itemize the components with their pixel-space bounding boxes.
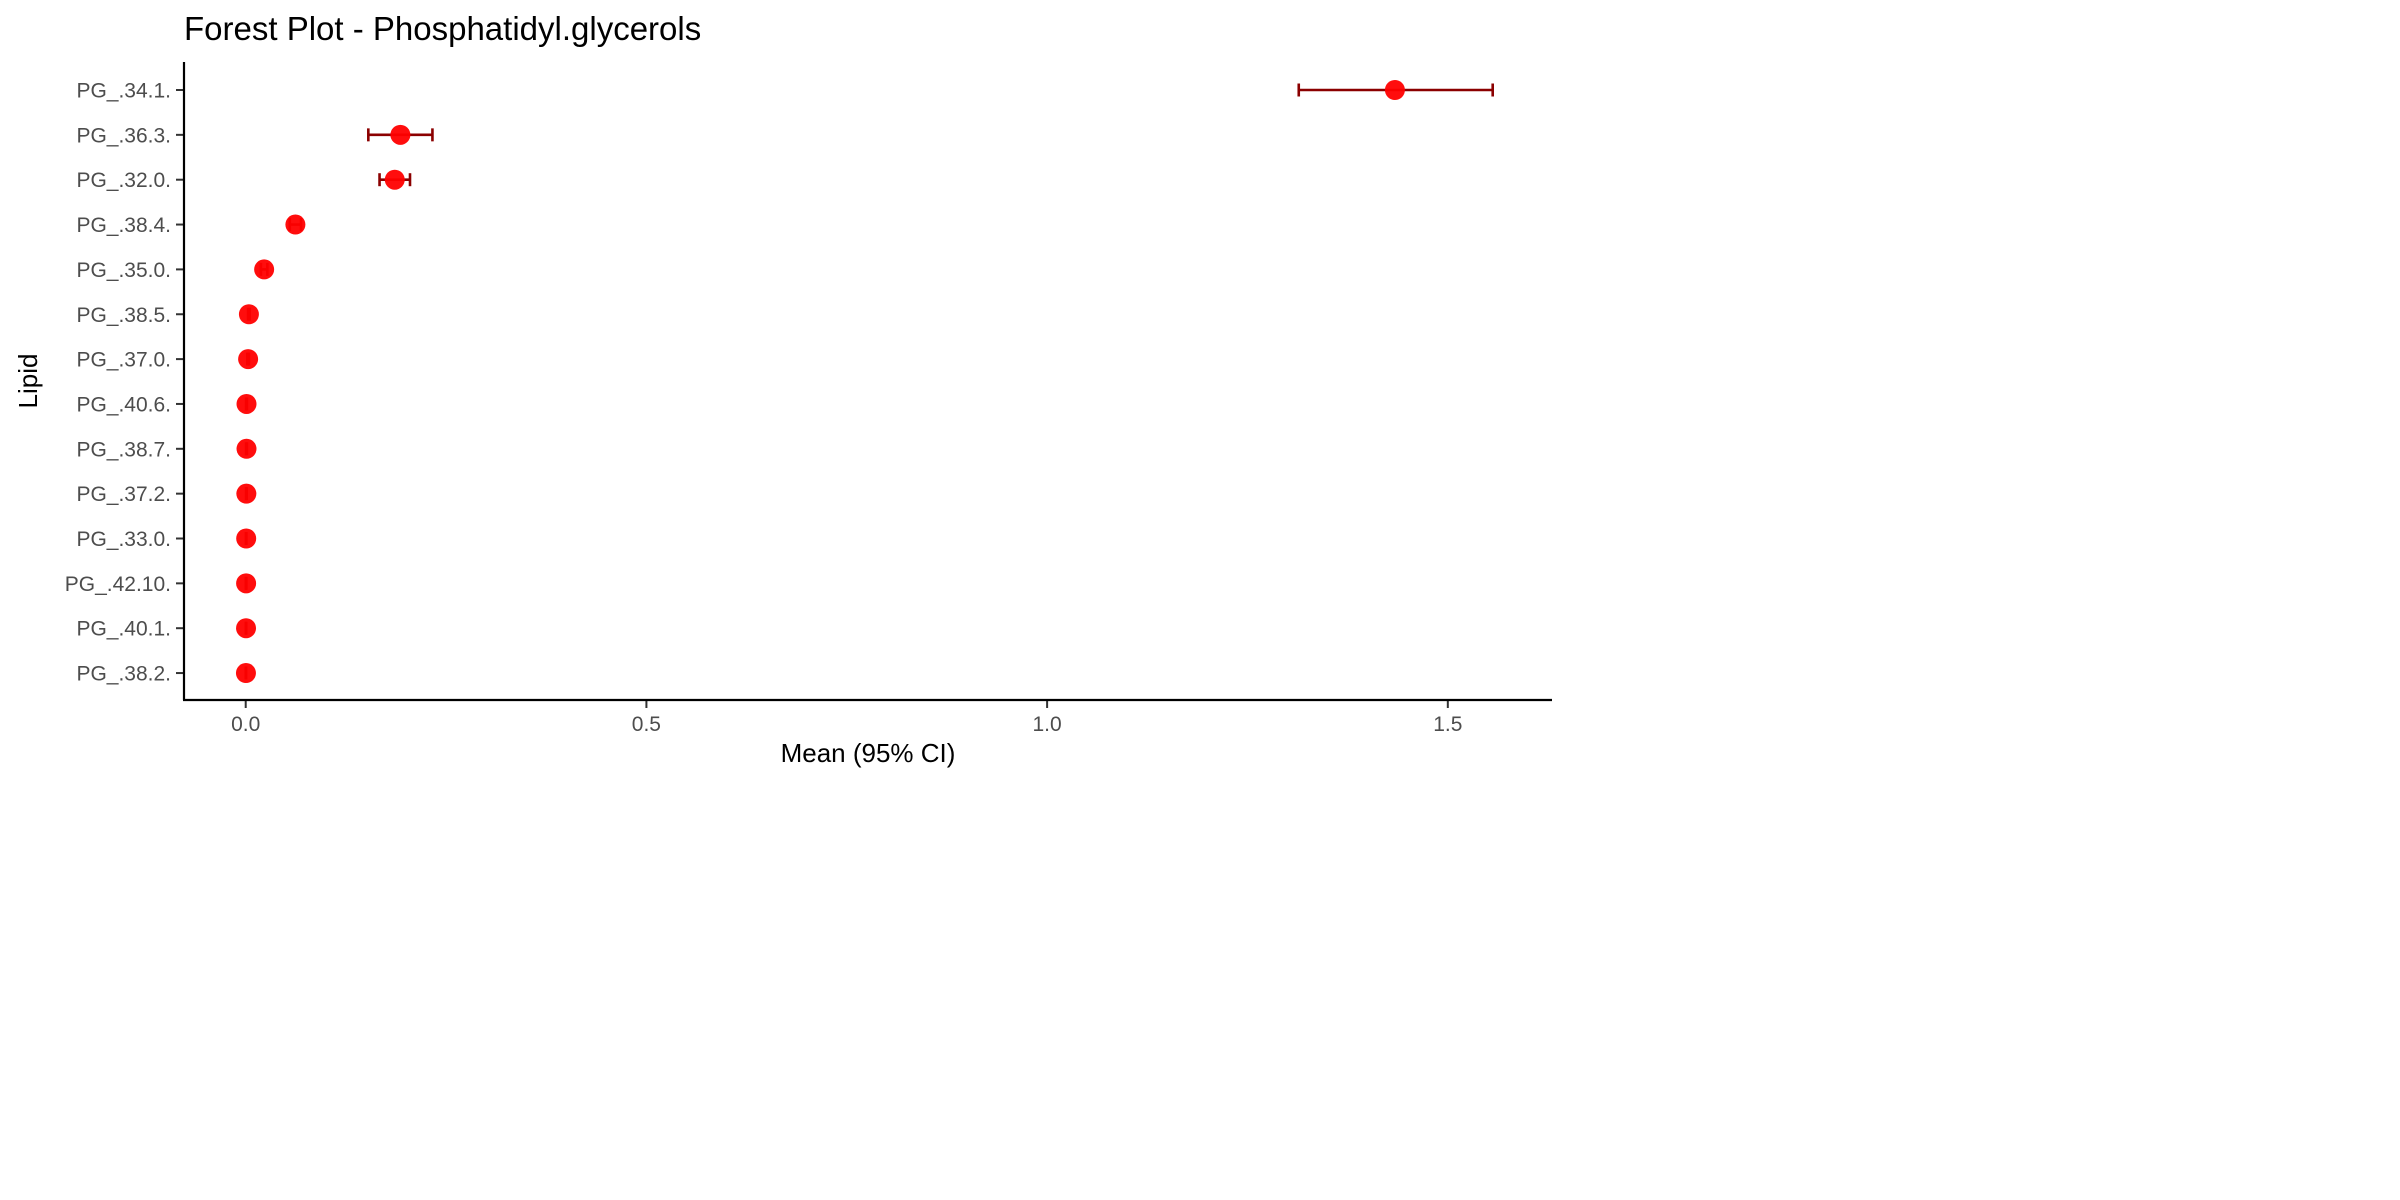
x-tick-label: 0.0 bbox=[231, 713, 260, 736]
y-tick-label: PG_.35.0. bbox=[76, 259, 171, 282]
y-axis-ticks: PG_.34.1. PG_.36.3. PG_.32.0. PG_.38.4. PG_.… bbox=[65, 80, 184, 686]
chart-background bbox=[0, 0, 1565, 782]
y-tick-label: PG_.38.2. bbox=[76, 663, 171, 686]
y-tick-label: PG_.37.0. bbox=[76, 349, 171, 372]
y-tick-label: PG_.33.0. bbox=[76, 528, 171, 551]
mean-point bbox=[238, 304, 259, 325]
mean-point bbox=[1384, 80, 1405, 100]
mean-point bbox=[384, 169, 405, 190]
x-tick-label: 1.0 bbox=[1033, 713, 1062, 736]
x-axis-ticks: 0.0 0.5 1.0 1.5 bbox=[231, 700, 1462, 736]
y-tick-label: PG_.38.5. bbox=[76, 304, 171, 327]
y-tick-label: PG_.42.10. bbox=[65, 573, 171, 596]
mean-point bbox=[236, 393, 257, 414]
mean-point bbox=[390, 124, 411, 145]
x-tick-label: 0.5 bbox=[632, 713, 661, 736]
mean-point bbox=[236, 573, 257, 594]
mean-point bbox=[285, 214, 306, 235]
y-tick-label: PG_.40.1. bbox=[76, 618, 171, 641]
y-tick-label: PG_.36.3. bbox=[76, 124, 171, 147]
mean-point bbox=[236, 528, 257, 549]
x-axis-title: Mean (95% CI) bbox=[781, 738, 956, 768]
y-tick-label: PG_.40.6. bbox=[76, 393, 171, 416]
forest-plot-chart: Forest Plot - Phosphatidyl.glycerols PG_… bbox=[0, 0, 1565, 782]
chart-title: Forest Plot - Phosphatidyl.glycerols bbox=[184, 10, 701, 47]
y-tick-label: PG_.38.7. bbox=[76, 438, 171, 461]
y-tick-label: PG_.34.1. bbox=[76, 80, 171, 103]
y-tick-label: PG_.38.4. bbox=[76, 214, 171, 237]
mean-points bbox=[235, 80, 1405, 684]
mean-point bbox=[236, 618, 257, 639]
y-tick-label: PG_.37.2. bbox=[76, 483, 171, 506]
mean-point bbox=[235, 663, 256, 684]
mean-point bbox=[236, 483, 257, 504]
mean-point bbox=[238, 349, 259, 370]
y-axis-title: Lipid bbox=[13, 354, 43, 409]
y-tick-label: PG_.32.0. bbox=[76, 169, 171, 192]
x-tick-label: 1.5 bbox=[1433, 713, 1462, 736]
mean-point bbox=[254, 259, 275, 280]
mean-point bbox=[236, 438, 257, 459]
